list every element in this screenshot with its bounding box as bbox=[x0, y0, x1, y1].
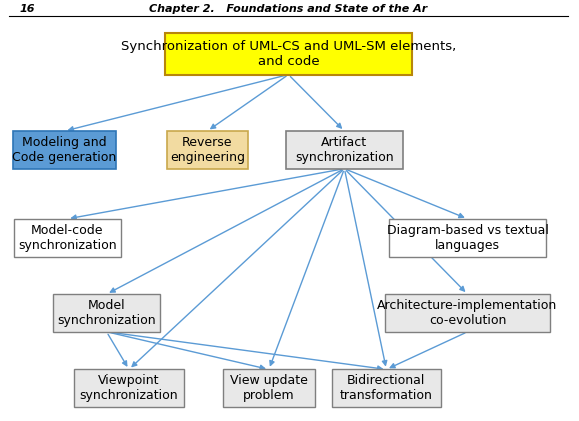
Text: Reverse
engineering: Reverse engineering bbox=[170, 136, 245, 164]
Text: Model
synchronization: Model synchronization bbox=[57, 299, 156, 327]
FancyBboxPatch shape bbox=[53, 294, 160, 332]
FancyBboxPatch shape bbox=[14, 219, 120, 256]
FancyBboxPatch shape bbox=[166, 33, 412, 75]
Text: Synchronization of UML-CS and UML-SM elements,
and code: Synchronization of UML-CS and UML-SM ele… bbox=[121, 40, 456, 68]
Text: Architecture-implementation
co-evolution: Architecture-implementation co-evolution bbox=[378, 299, 558, 327]
Text: Diagram-based vs textual
languages: Diagram-based vs textual languages bbox=[387, 224, 548, 252]
Text: Model-code
synchronization: Model-code synchronization bbox=[18, 224, 117, 252]
Text: Modeling and
Code generation: Modeling and Code generation bbox=[13, 136, 117, 164]
FancyBboxPatch shape bbox=[285, 131, 403, 169]
FancyBboxPatch shape bbox=[74, 369, 184, 407]
Text: 16: 16 bbox=[20, 4, 35, 14]
Text: Bidirectional
transformation: Bidirectional transformation bbox=[340, 374, 433, 402]
FancyBboxPatch shape bbox=[389, 219, 546, 256]
FancyBboxPatch shape bbox=[332, 369, 441, 407]
FancyBboxPatch shape bbox=[13, 131, 116, 169]
Text: Viewpoint
synchronization: Viewpoint synchronization bbox=[80, 374, 178, 402]
Text: Artifact
synchronization: Artifact synchronization bbox=[295, 136, 394, 164]
FancyBboxPatch shape bbox=[223, 369, 315, 407]
FancyBboxPatch shape bbox=[167, 131, 248, 169]
Text: Chapter 2.   Foundations and State of the Ar: Chapter 2. Foundations and State of the … bbox=[149, 4, 427, 14]
FancyBboxPatch shape bbox=[385, 294, 550, 332]
Text: View update
problem: View update problem bbox=[230, 374, 308, 402]
